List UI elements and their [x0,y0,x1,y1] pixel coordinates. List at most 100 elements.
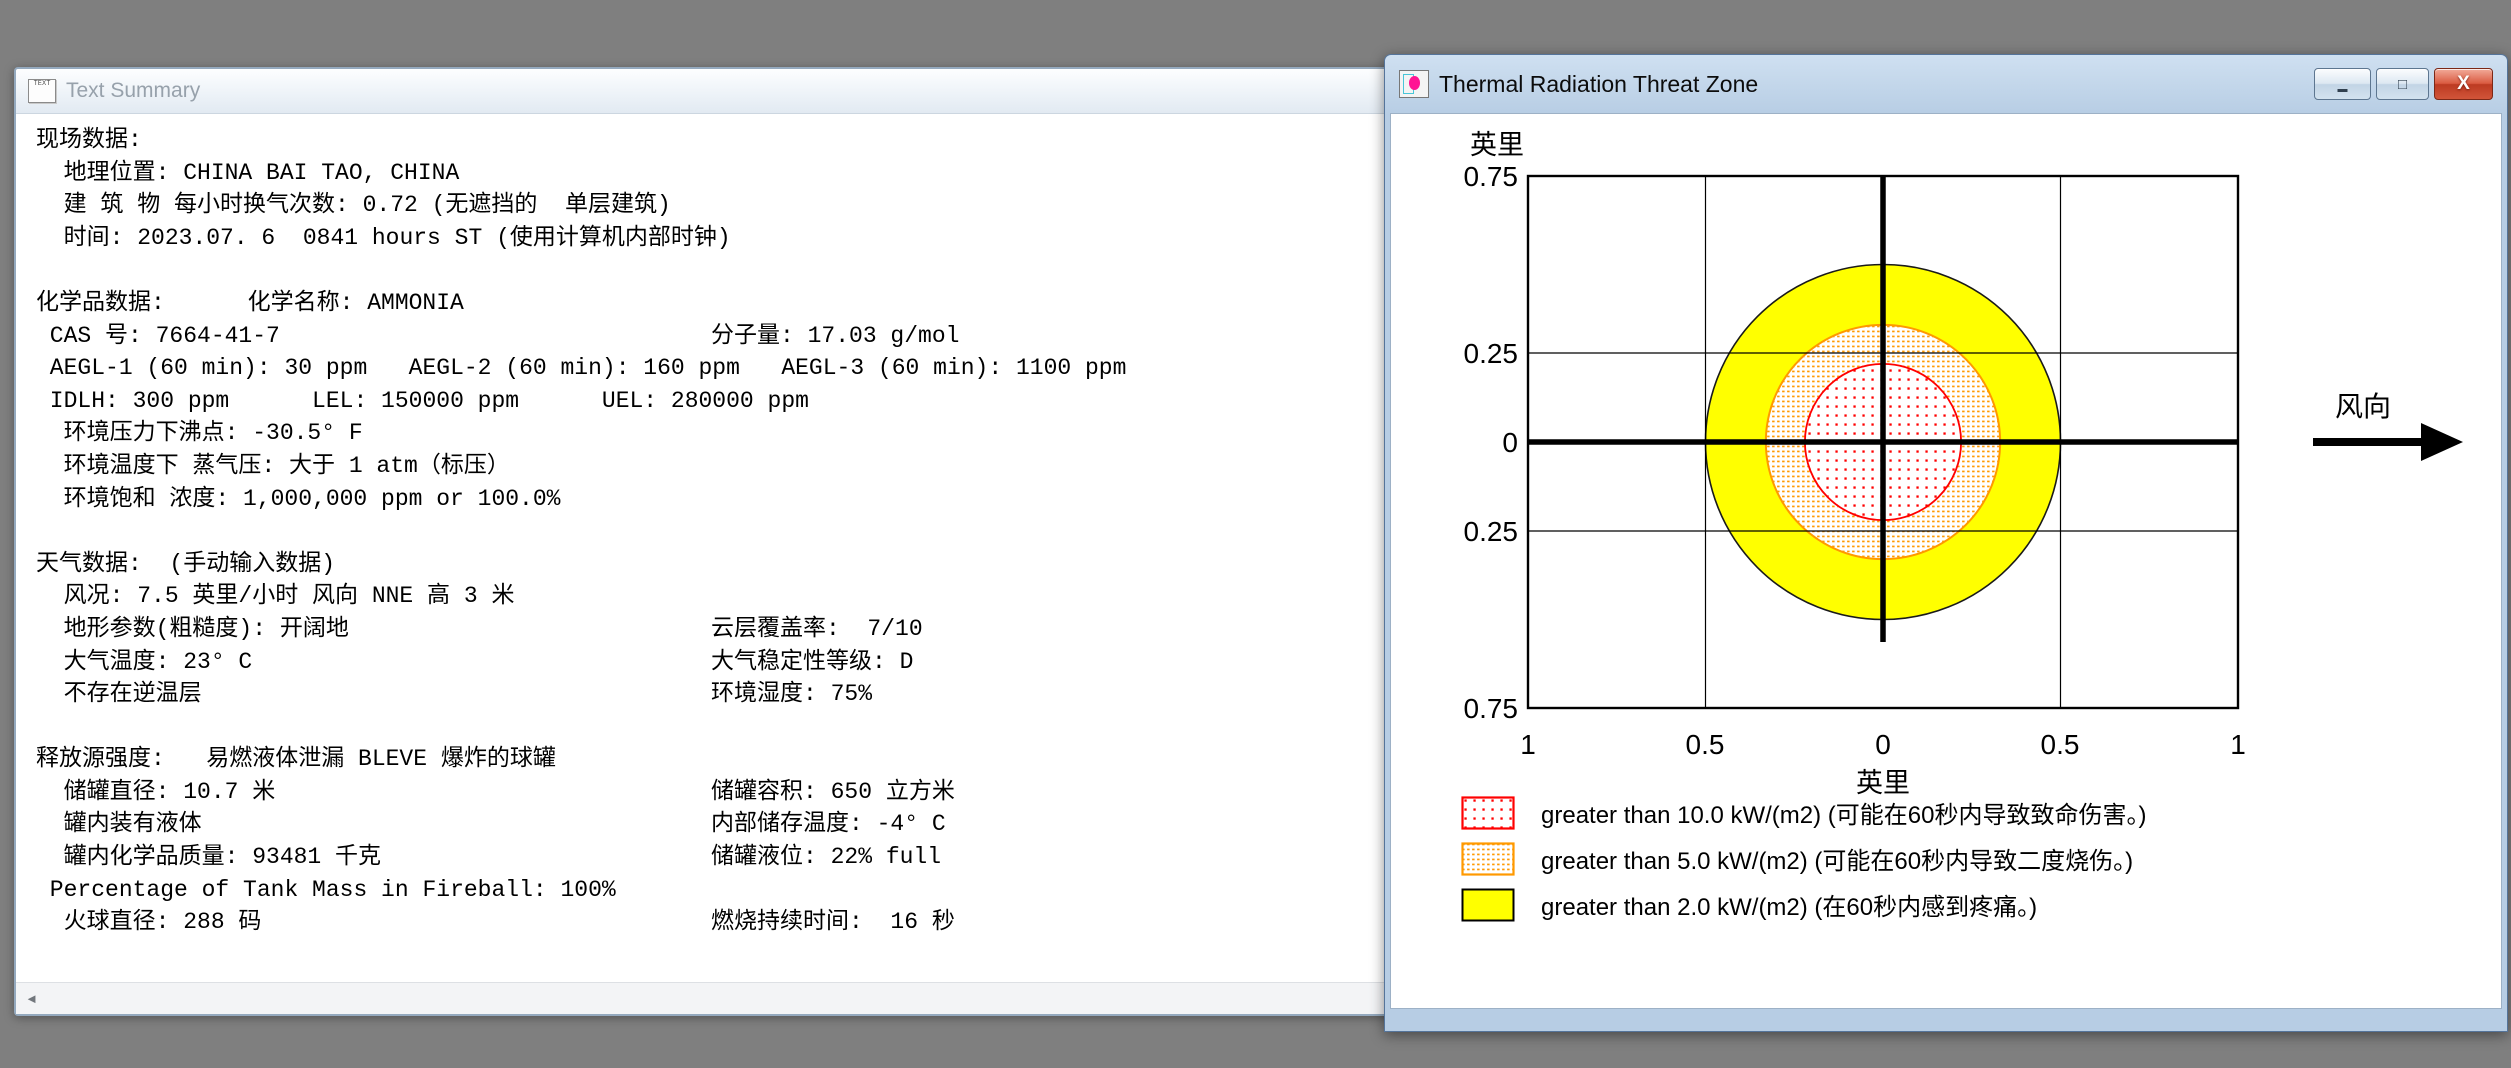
minimize-icon: ▬ [2337,84,2348,95]
minimize-button[interactable]: ▬ [2314,68,2371,100]
summary-line-text: 储罐直径: 10.7 米 [36,778,276,805]
thermal-window-titlebar[interactable]: Thermal Radiation Threat Zone ▬ □ X [1385,55,2507,113]
summary-line [36,711,1422,744]
summary-line [36,515,1422,548]
summary-line-text: 不存在逆温层 [36,681,202,708]
y-tick-0.25-top: 0.25 [1464,338,1519,369]
legend-row-5kw: greater than 5.0 kW/(m2) (可能在60秒内导致二度烧伤。… [1461,841,2146,876]
legend-swatch-orange-dots [1461,841,1515,876]
close-button[interactable]: X [2434,68,2493,100]
summary-line: 时间: 2023.07. 6 0841 hours ST (使用计算机内部时钟) [36,222,1422,255]
wind-arrow-head [2421,423,2463,461]
summary-line: 大气温度: 23° C 大气稳定性等级: D [36,646,1422,679]
summary-line: Percentage of Tank Mass in Fireball: 100… [36,874,1422,907]
legend-label-2kw: greater than 2.0 kW/(m2) (在60秒内感到疼痛。) [1541,894,2038,921]
summary-line-text: 罐内装有液体 [36,811,202,838]
y-axis-unit-label: 英里 [1470,130,1524,160]
summary-line-text: AEGL-1 (60 min): 30 ppm AEGL-2 (60 min):… [36,355,1127,382]
summary-line-text-right: 云层覆盖率: 7/10 [711,615,923,642]
summary-line-text-right: 分子量: 17.03 g/mol [711,322,960,349]
y-tick-0.75-top: 0.75 [1464,161,1519,192]
text-document-icon-label: TEXT [33,80,51,88]
summary-line-text: Percentage of Tank Mass in Fireball: 100… [36,876,616,903]
summary-line-text: CAS 号: 7664-41-7 [36,322,280,349]
legend-row-2kw: greater than 2.0 kW/(m2) (在60秒内感到疼痛。) [1461,887,2146,922]
summary-line-text: 现场数据: [36,127,142,153]
window-controls: ▬ □ X [2314,68,2493,100]
thermal-threat-zone-window: Thermal Radiation Threat Zone ▬ □ X [1384,54,2508,1032]
x-axis-unit-label: 英里 [1856,768,1910,798]
legend-label-5kw: greater than 5.0 kW/(m2) (可能在60秒内导致二度烧伤。… [1541,848,2134,875]
summary-line-text: 大气温度: 23° C [36,648,253,675]
summary-line-text-right: 储罐液位: 22% full [711,844,942,871]
maximize-icon: □ [2397,75,2408,93]
summary-line: 储罐直径: 10.7 米 储罐容积: 650 立方米 [36,776,1422,809]
threat-zone-legend: greater than 10.0 kW/(m2) (可能在60秒内导致致命伤害… [1461,795,2146,922]
horizontal-scrollbar[interactable]: ◄ [16,982,1422,1014]
scroll-left-button[interactable]: ◄ [16,983,47,1014]
summary-line-text-right: 大气稳定性等级: D [711,648,914,675]
summary-line: 建 筑 物 每小时换气次数: 0.72 (无遮挡的 单层建筑) [36,189,1422,222]
wind-direction-label: 风向 [2335,391,2391,422]
maximize-button[interactable]: □ [2376,68,2429,100]
summary-line: 环境饱和 浓度: 1,000,000 ppm or 100.0% [36,483,1422,516]
text-document-icon: TEXT [28,79,56,103]
summary-line-text: IDLH: 300 ppm LEL: 150000 ppm UEL: 28000… [36,387,809,414]
summary-line: 地形参数(粗糙度): 开阔地 云层覆盖率: 7/10 [36,613,1422,646]
summary-line: 环境压力下沸点: -30.5° F [36,417,1422,450]
text-summary-content: 现场数据: 地理位置: CHINA BAI TAO, CHINA 建 筑 物 每… [16,114,1422,983]
summary-line-text: 罐内化学品质量: 93481 千克 [36,844,382,871]
summary-line: AEGL-1 (60 min): 30 ppm AEGL-2 (60 min):… [36,352,1422,385]
summary-line: IDLH: 300 ppm LEL: 150000 ppm UEL: 28000… [36,385,1422,418]
summary-line-text: 时间: 2023.07. 6 0841 hours ST (使用计算机内部时钟) [36,224,731,251]
summary-line-text: 化学品数据: 化学名称: AMMONIA [36,289,464,316]
threat-zone-plot-area: 英里 0.75 0.25 0 0.25 0.75 1 0.5 0 0.5 1 英… [1390,113,2502,1009]
x-tick-0.5-left: 0.5 [1686,729,1725,760]
summary-line [36,254,1422,287]
threat-zone-window-icon [1399,70,1429,98]
threat-zone-window-icon-dot [1409,76,1420,90]
summary-line: 风况: 7.5 英里/小时 风向 NNE 高 3 米 [36,580,1422,613]
scroll-left-icon: ◄ [25,991,38,1006]
threat-zone-chart: 英里 0.75 0.25 0 0.25 0.75 1 0.5 0 0.5 1 英… [1464,130,2463,798]
summary-line-text: 环境压力下沸点: -30.5° F [36,420,363,447]
summary-line-text-right: 内部储存温度: -4° C [711,811,946,838]
x-tick-1-right: 1 [2230,729,2246,760]
thermal-window-title: Thermal Radiation Threat Zone [1439,70,1759,97]
legend-swatch-yellow [1461,888,1515,921]
text-summary-title: Text Summary [66,79,201,102]
plot-frame [1526,174,2240,710]
summary-line-text: 天气数据: (手动输入数据) [36,550,336,577]
summary-line-text: 释放源强度: 易燃液体泄漏 BLEVE 爆炸的球罐 [36,746,556,773]
y-tick-0.75-bottom: 0.75 [1464,693,1519,724]
close-icon: X [2457,73,2470,94]
summary-line: 罐内装有液体 内部储存温度: -4° C [36,808,1422,841]
summary-line: 现场数据: [36,124,1422,157]
text-summary-window: TEXT Text Summary 现场数据: 地理位置: CHINA BAI … [14,67,1424,1016]
x-tick-0: 0 [1875,729,1891,760]
summary-line-text-right: 环境湿度: 75% [711,681,873,708]
x-tick-0.5-right: 0.5 [2041,729,2080,760]
summary-line: 罐内化学品质量: 93481 千克 储罐液位: 22% full [36,841,1422,874]
summary-line-text: 地形参数(粗糙度): 开阔地 [36,615,349,642]
summary-line-text: 环境温度下 蒸气压: 大于 1 atm（标压） [36,452,510,479]
summary-line: 化学品数据: 化学名称: AMMONIA [36,287,1422,320]
summary-line: 释放源强度: 易燃液体泄漏 BLEVE 爆炸的球罐 [36,743,1422,776]
summary-line: CAS 号: 7664-41-7 分子量: 17.03 g/mol [36,320,1422,353]
summary-line: 环境温度下 蒸气压: 大于 1 atm（标压） [36,450,1422,483]
summary-line: 天气数据: (手动输入数据) [36,548,1422,581]
summary-line-text-right: 燃烧持续时间: 16 秒 [711,909,955,936]
summary-line-text: 环境饱和 浓度: 1,000,000 ppm or 100.0% [36,485,561,512]
summary-line-text: 风况: 7.5 英里/小时 风向 NNE 高 3 米 [36,583,515,610]
summary-line-text: 火球直径: 288 码 [36,909,262,936]
summary-line-text: 建 筑 物 每小时换气次数: 0.72 (无遮挡的 单层建筑) [36,192,671,219]
summary-line-text-right: 储罐容积: 650 立方米 [711,778,955,805]
y-tick-0.25-bottom: 0.25 [1464,516,1519,547]
text-summary-titlebar[interactable]: TEXT Text Summary [16,69,1422,114]
legend-row-10kw: greater than 10.0 kW/(m2) (可能在60秒内导致致命伤害… [1461,795,2146,830]
summary-line: 地理位置: CHINA BAI TAO, CHINA [36,157,1422,190]
y-tick-0: 0 [1502,427,1518,458]
legend-swatch-red-dots [1461,795,1515,830]
summary-line: 火球直径: 288 码 燃烧持续时间: 16 秒 [36,906,1422,939]
